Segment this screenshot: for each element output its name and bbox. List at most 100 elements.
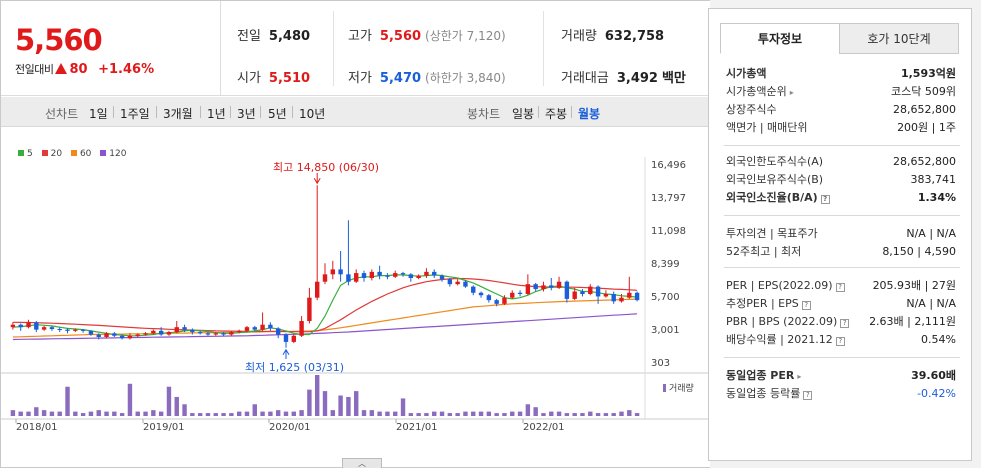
candle-body	[73, 329, 78, 331]
row-market-cap: 시가총액 1,593억원	[726, 67, 956, 80]
candle-body	[634, 292, 640, 301]
row-shares: 상장주식수 28,652,800	[726, 103, 956, 116]
stat-amount: 거래대금 3,492 백만	[561, 71, 686, 86]
stat-low: 저가 5,470 (하한가 3,840)	[348, 71, 506, 86]
volume-bar	[385, 411, 390, 416]
help-icon[interactable]: ?	[840, 319, 850, 328]
legend-swatch	[41, 150, 48, 156]
candle-body	[112, 333, 117, 336]
volume-legend: 거래량	[663, 381, 694, 394]
row-foreign-ratio: 외국인소진율(B/A)? 1.34%	[726, 191, 956, 204]
candle-body	[41, 327, 47, 330]
candle-body	[424, 271, 429, 276]
period-1w[interactable]: 1주일	[120, 107, 150, 121]
change-row: 전일대비 80 +1.46%	[15, 61, 154, 77]
volume-bar	[634, 413, 640, 416]
legend-swatch	[70, 150, 77, 156]
volume-bar	[627, 410, 632, 416]
volume-bar	[603, 413, 609, 416]
candle-body	[338, 269, 343, 275]
change-value: 80	[69, 62, 88, 77]
change-label: 전일대비	[15, 63, 54, 76]
y-tick: 16,496	[651, 160, 686, 171]
help-icon[interactable]: ?	[801, 301, 811, 310]
divider	[333, 11, 334, 86]
volume-bar	[439, 411, 445, 416]
volume-bar	[314, 375, 320, 416]
volume-bar	[229, 413, 234, 416]
volume-bar	[182, 404, 187, 416]
volume-bar	[408, 413, 414, 416]
x-tick: 2018/01	[16, 422, 58, 433]
volume-bar	[41, 410, 47, 416]
volume-bar	[361, 410, 367, 416]
help-icon[interactable]: ?	[835, 283, 845, 292]
legend-ma5: 5	[27, 149, 33, 159]
help-icon[interactable]: ?	[835, 337, 845, 346]
candle-body	[104, 333, 109, 338]
candle-body	[502, 297, 507, 304]
volume-bar	[510, 411, 515, 416]
candle-body	[455, 281, 460, 285]
candle-monthly[interactable]: 월봉	[578, 107, 601, 121]
volume-bar	[112, 411, 117, 416]
change-percent: +1.46%	[98, 62, 155, 77]
candle-weekly[interactable]: 주봉	[545, 107, 568, 121]
candle-body	[80, 329, 86, 331]
stock-main-panel: 5,560 전일대비 80 +1.46% 전일 5,480 고가 5,560 (상한가 …	[0, 0, 710, 468]
candle-body	[151, 330, 156, 334]
period-3y[interactable]: 3년	[237, 107, 256, 121]
volume-bar	[369, 410, 375, 416]
y-tick: 5,700	[651, 292, 680, 303]
row-par-value: 액면가 | 매매단위 200원 | 1주	[726, 121, 956, 134]
candle-chart-label: 봉차트	[467, 107, 501, 121]
volume-bar	[190, 413, 195, 416]
line-ma60	[12, 298, 638, 338]
chevron-right-icon[interactable]: ▸	[797, 372, 802, 381]
tab-investment-info[interactable]: 투자정보	[720, 23, 840, 54]
row-est-per: 추정PER | EPS? N/A | N/A	[726, 297, 956, 310]
max-arrow-head	[313, 177, 321, 185]
period-5y[interactable]: 5년	[268, 107, 287, 121]
candle-body	[361, 273, 367, 279]
volume-bar	[127, 383, 133, 416]
y-tick: 13,797	[651, 193, 686, 204]
info-tabs: 투자정보 호가 10단계	[720, 23, 960, 54]
row-pbr: PBR | BPS (2022.09)? 2.63배 | 2,111원	[726, 315, 956, 328]
candle-body	[143, 333, 148, 335]
candle-body	[494, 300, 499, 304]
volume-bar	[299, 410, 304, 416]
volume-bar	[611, 413, 616, 416]
candle-body	[57, 329, 62, 331]
x-tick: 2022/01	[523, 422, 565, 433]
volume-bar	[377, 411, 382, 416]
price-summary: 5,560 전일대비 80 +1.46%	[1, 1, 221, 96]
tab-order-book[interactable]: 호가 10단계	[839, 23, 959, 54]
volume-bar	[80, 413, 86, 416]
volume-bar	[221, 413, 226, 416]
candle-body	[478, 292, 484, 296]
line-ma120	[12, 313, 638, 341]
candle-body	[307, 297, 312, 322]
volume-bar	[533, 407, 538, 416]
help-icon[interactable]: ?	[803, 391, 813, 400]
help-icon[interactable]: ?	[820, 195, 830, 204]
volume-bar	[236, 411, 242, 416]
chevron-up-icon[interactable]: ︿	[342, 458, 382, 468]
period-10y[interactable]: 10년	[299, 107, 326, 121]
volume-bar	[268, 411, 273, 416]
period-1y[interactable]: 1년	[207, 107, 226, 121]
candle-body	[393, 273, 398, 277]
period-3m[interactable]: 3개월	[163, 107, 193, 121]
chevron-right-icon[interactable]: ▸	[789, 88, 794, 97]
y-tick: 3,001	[651, 325, 680, 336]
candle-body	[268, 324, 273, 329]
candle-body	[283, 334, 289, 342]
stock-chart[interactable]	[1, 127, 709, 467]
candle-daily[interactable]: 일봉	[512, 107, 535, 121]
candle-body	[400, 273, 406, 275]
row-opinion: 투자의견 | 목표주가 N/A | N/A	[726, 227, 956, 240]
period-1d[interactable]: 1일	[89, 107, 108, 121]
candle-body	[34, 322, 39, 330]
row-foreign-limit: 외국인한도주식수(A) 28,652,800	[726, 155, 956, 168]
